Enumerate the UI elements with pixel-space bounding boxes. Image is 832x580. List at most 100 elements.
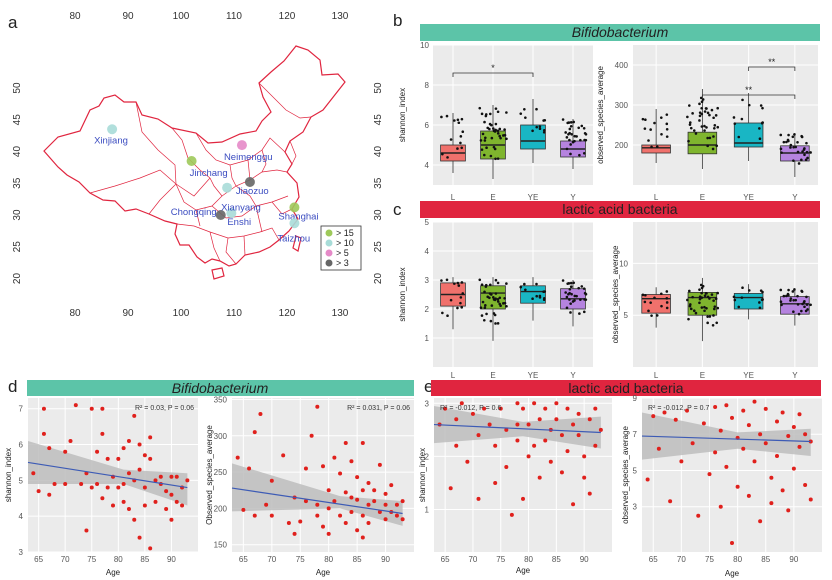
- scatter-point: [537, 417, 542, 422]
- scatter-point: [137, 467, 142, 472]
- scatter-point: [493, 443, 498, 448]
- jitter-point: [804, 309, 808, 313]
- scatter-point: [372, 488, 377, 493]
- scatter-point: [349, 495, 354, 500]
- significance-bracket: [701, 94, 796, 99]
- jitter-point: [460, 117, 464, 121]
- scatter-point: [775, 453, 779, 458]
- scatter-point: [269, 478, 274, 483]
- scatter-point: [303, 499, 308, 504]
- scatter-point: [593, 406, 598, 411]
- confidence-band: [232, 463, 403, 526]
- jitter-point: [494, 128, 497, 132]
- scatter-point: [326, 531, 331, 536]
- jitter-point: [569, 124, 573, 128]
- jitter-point: [782, 140, 786, 144]
- scatter-point: [465, 459, 470, 464]
- jitter-point: [568, 287, 572, 291]
- scatter-point: [343, 441, 348, 446]
- jitter-point: [716, 125, 720, 129]
- scatter-point: [338, 513, 343, 518]
- map-lat-tick: 35: [373, 177, 384, 189]
- scatter-point: [315, 404, 320, 409]
- y-tick-label: 3: [19, 548, 24, 557]
- jitter-point: [732, 116, 736, 119]
- jitter-point: [705, 306, 708, 310]
- significance-label: **: [768, 57, 776, 67]
- map-lon-tick: 110: [226, 308, 242, 319]
- jitter-point: [569, 281, 573, 285]
- jitter-point: [505, 282, 508, 285]
- jitter-point: [800, 135, 804, 139]
- map-legend-label: > 15: [336, 228, 354, 238]
- x-tick-label: 90: [381, 555, 390, 564]
- jitter-point: [782, 294, 786, 298]
- scatter-point: [185, 478, 190, 483]
- x-tick-label: YE: [743, 193, 754, 202]
- jitter-point: [789, 143, 793, 147]
- panel-letter-d: d: [8, 377, 17, 396]
- jitter-point: [706, 321, 709, 325]
- y-tick-label: 2: [425, 305, 430, 314]
- jitter-point: [568, 127, 572, 131]
- panel-letter-a: a: [8, 13, 18, 32]
- jitter-point: [565, 306, 569, 310]
- y-tick-label: 5: [624, 311, 629, 320]
- scatter-point: [559, 433, 564, 438]
- scatter-point: [763, 406, 768, 411]
- panel-letter-e: e: [424, 377, 433, 396]
- scatter-point: [543, 406, 548, 411]
- map-legend-label: > 3: [336, 258, 349, 268]
- scatter-point: [735, 484, 740, 489]
- jitter-point: [542, 297, 546, 300]
- map-lat-tick: 35: [12, 177, 23, 189]
- jitter-point: [461, 292, 465, 295]
- jitter-point: [708, 315, 712, 318]
- jitter-point: [688, 123, 692, 126]
- scatter-point: [321, 464, 325, 469]
- jitter-point: [643, 300, 647, 304]
- jitter-point: [706, 295, 710, 299]
- scatter-point: [746, 493, 751, 498]
- jitter-point: [538, 296, 542, 299]
- jitter-point: [460, 146, 464, 150]
- map-site-marker: [244, 176, 255, 187]
- map-site-label: Neimenggu: [224, 152, 273, 163]
- scatter-point: [645, 477, 650, 482]
- banner-b-title: Bifidobacterium: [572, 24, 669, 40]
- jitter-point: [561, 279, 565, 282]
- scatter-point: [142, 453, 147, 458]
- jitter-point: [570, 132, 573, 136]
- x-tick-label: 70: [677, 555, 686, 564]
- significance-label: *: [491, 63, 495, 73]
- scatter-point: [797, 412, 802, 417]
- scatter-point: [383, 491, 388, 496]
- jitter-point: [578, 153, 581, 157]
- jitter-point: [716, 306, 720, 310]
- jitter-point: [453, 119, 456, 122]
- jitter-point: [732, 295, 736, 299]
- scatter-point: [521, 406, 525, 411]
- jitter-point: [582, 151, 586, 155]
- jitter-point: [789, 299, 792, 302]
- scatter-point: [366, 520, 371, 525]
- y-tick-label: 300: [615, 101, 629, 110]
- fit-line: [433, 423, 601, 434]
- stat-label: R² = -0.012, P = 0.6: [440, 405, 501, 412]
- x-tick-label: L: [451, 193, 456, 202]
- scatter-point: [724, 403, 729, 408]
- jitter-point: [698, 301, 701, 305]
- scatter-point: [454, 417, 459, 422]
- jitter-point: [758, 306, 762, 310]
- jitter-point: [802, 301, 806, 304]
- map-site-label: Jinchang: [190, 168, 228, 179]
- map-lon-ticks-bottom: 80 90 100 110 120 130: [69, 308, 348, 319]
- hainan-island: [211, 267, 225, 280]
- scatter-point: [148, 435, 153, 440]
- jitter-point: [494, 278, 498, 282]
- jitter-point: [712, 314, 715, 317]
- jitter-point: [575, 294, 578, 298]
- jitter-point: [703, 309, 706, 313]
